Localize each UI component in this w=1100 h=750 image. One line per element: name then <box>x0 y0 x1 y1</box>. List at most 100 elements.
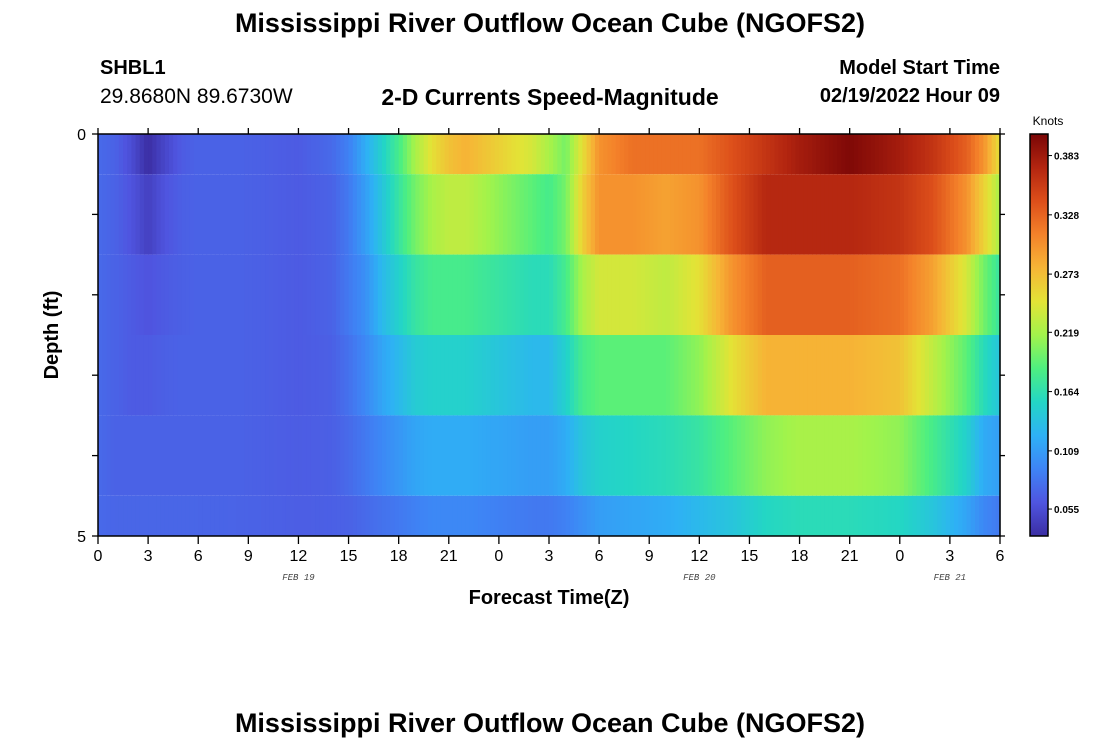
heatmap-cell <box>699 335 705 416</box>
heatmap-cell <box>812 335 817 416</box>
heatmap-cell <box>452 495 458 536</box>
heatmap-cell <box>991 134 997 175</box>
heatmap-cell <box>874 174 880 255</box>
x-tick-label: 0 <box>895 548 904 565</box>
heatmap-cell <box>603 174 609 255</box>
heatmap-cell <box>569 495 575 536</box>
heatmap-cell <box>649 495 654 536</box>
heatmap-cell <box>532 174 538 255</box>
heatmap-cell <box>361 415 366 496</box>
heatmap-cell <box>553 134 558 175</box>
heatmap-cell <box>787 174 792 255</box>
heatmap-cell <box>143 254 149 335</box>
heatmap-cell <box>315 174 320 255</box>
heatmap-cell <box>862 134 867 175</box>
heatmap-cell <box>219 134 224 175</box>
heatmap-cell <box>966 495 972 536</box>
heatmap-cell <box>381 174 387 255</box>
heatmap-cell <box>365 174 371 255</box>
heatmap-cell <box>536 254 542 335</box>
heatmap-cell <box>465 254 471 335</box>
heatmap-cell <box>665 335 671 416</box>
heatmap-cell <box>974 415 980 496</box>
heatmap-cell <box>949 335 955 416</box>
heatmap-cell <box>866 415 872 496</box>
heatmap-cell <box>920 335 926 416</box>
heatmap-cell <box>574 495 579 536</box>
heatmap-cell <box>482 134 487 175</box>
heatmap-cell <box>198 495 203 536</box>
heatmap-cell <box>553 254 558 335</box>
heatmap-cell <box>711 254 717 335</box>
heatmap-cell <box>703 415 709 496</box>
heatmap-cell <box>858 415 863 496</box>
heatmap-cell <box>761 134 767 175</box>
heatmap-cell <box>528 495 533 536</box>
heatmap-cell <box>582 134 588 175</box>
heatmap-cell <box>958 254 964 335</box>
heatmap-cell <box>461 134 467 175</box>
heatmap-cell <box>281 254 287 335</box>
heatmap-cell <box>219 415 224 496</box>
heatmap-cell <box>690 415 696 496</box>
heatmap-cell <box>862 415 867 496</box>
heatmap-cell <box>983 254 989 335</box>
heatmap-cell <box>590 415 596 496</box>
heatmap-cell <box>916 495 922 536</box>
heatmap-cell <box>574 415 579 496</box>
heatmap-cell <box>599 254 604 335</box>
heatmap-cell <box>979 495 984 536</box>
heatmap-cell <box>114 495 120 536</box>
heatmap-cell <box>632 495 638 536</box>
heatmap-cell <box>782 134 788 175</box>
heatmap-cell <box>198 415 203 496</box>
heatmap-cell <box>168 254 174 335</box>
heatmap-cell <box>239 335 245 416</box>
heatmap-cell <box>866 134 872 175</box>
heatmap-cell <box>849 415 855 496</box>
heatmap-cell <box>227 134 233 175</box>
model-start-time-value: 02/19/2022 Hour 09 <box>819 85 1000 107</box>
heatmap-cell <box>970 335 976 416</box>
heatmap-cell <box>356 495 362 536</box>
heatmap-cell <box>741 335 746 416</box>
heatmap-cell <box>757 495 763 536</box>
heatmap-cell <box>139 415 145 496</box>
heatmap-cell <box>983 134 989 175</box>
heatmap-cell <box>402 495 408 536</box>
heatmap-cell <box>778 415 784 496</box>
heatmap-cell <box>248 134 254 175</box>
heatmap-cell <box>611 495 617 536</box>
heatmap-cell <box>432 254 437 335</box>
heatmap-cell <box>899 254 905 335</box>
heatmap-cell <box>310 335 316 416</box>
heatmap-cell <box>795 174 801 255</box>
heatmap-cell <box>285 174 291 255</box>
heatmap-cell <box>457 254 462 335</box>
colorbar-ticks: 0.383 0.328 0.273 0.219 0.164 0.109 0.055 <box>1048 152 1079 516</box>
heatmap-cell <box>523 254 529 335</box>
heatmap-cell <box>757 174 763 255</box>
heatmap-cell <box>411 134 416 175</box>
heatmap-cell <box>390 335 396 416</box>
heatmap-cell <box>223 335 229 416</box>
heatmap-cell <box>519 254 525 335</box>
heatmap-cell <box>210 415 216 496</box>
heatmap-cell <box>849 174 855 255</box>
heatmap-cell <box>549 495 554 536</box>
heatmap-cell <box>799 134 805 175</box>
heatmap-cell <box>962 335 968 416</box>
heatmap-cell <box>791 415 796 496</box>
heatmap-cell <box>294 174 300 255</box>
heatmap-cell <box>929 335 934 416</box>
heatmap-cell <box>206 254 212 335</box>
heatmap-cell <box>473 254 479 335</box>
heatmap-cell <box>532 495 538 536</box>
heatmap-cell <box>452 174 458 255</box>
heatmap-cell <box>958 174 964 255</box>
heatmap-cell <box>369 415 375 496</box>
heatmap-cell <box>699 254 705 335</box>
heatmap-cell <box>690 335 696 416</box>
heatmap-cell <box>866 174 872 255</box>
heatmap-cell <box>356 415 362 496</box>
